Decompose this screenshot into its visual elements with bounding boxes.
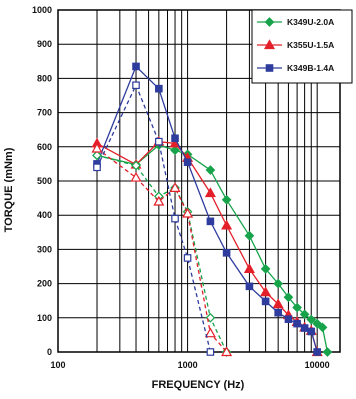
- x-tick-label: 100: [50, 360, 65, 370]
- data-point: [206, 217, 215, 226]
- data-point: [307, 327, 316, 336]
- data-point: [131, 160, 141, 171]
- data-point: [91, 142, 103, 153]
- data-point: [300, 324, 309, 332]
- data-point: [322, 347, 333, 357]
- series: [93, 81, 215, 356]
- legend-item: K355U-1.5A: [257, 39, 334, 50]
- data-point: [317, 322, 328, 333]
- x-tick-label: 10000: [305, 360, 330, 370]
- y-tick-label: 700: [37, 108, 52, 118]
- data-point: [206, 348, 215, 356]
- data-point: [274, 308, 282, 317]
- data-point: [92, 150, 102, 161]
- data-point: [183, 254, 192, 262]
- data-point: [312, 318, 323, 329]
- data-point: [204, 327, 216, 338]
- data-point: [306, 314, 317, 325]
- y-tick-label: 800: [37, 73, 52, 83]
- data-point: [170, 145, 180, 156]
- data-point: [222, 249, 231, 257]
- data-point: [272, 298, 284, 309]
- data-point: [182, 207, 194, 218]
- y-tick-label: 100: [37, 313, 52, 323]
- plot-frame: [57, 9, 341, 353]
- series: [91, 142, 233, 357]
- data-point: [299, 309, 310, 320]
- data-point: [93, 163, 101, 172]
- y-tick-labels: 0 100 200 300 400 500 600 700 800 900 1000: [32, 5, 52, 357]
- data-point: [183, 158, 192, 166]
- series-line: [96, 83, 212, 353]
- data-point: [243, 263, 255, 273]
- data-point: [264, 17, 275, 27]
- data-point: [245, 282, 254, 291]
- data-point: [155, 84, 163, 93]
- data-point: [265, 64, 274, 72]
- data-point: [261, 297, 270, 306]
- x-tick-labels: 100 1000 10000: [50, 360, 329, 370]
- data-point: [273, 278, 284, 289]
- data-point: [260, 264, 271, 274]
- data-point: [155, 137, 163, 146]
- data-point: [153, 195, 165, 206]
- data-point: [171, 214, 179, 223]
- x-tick-label: 1000: [178, 360, 198, 370]
- data-point: [263, 39, 276, 50]
- y-axis-title: TORQUE (mNm): [3, 147, 15, 232]
- data-point: [204, 187, 216, 198]
- data-point: [221, 194, 232, 205]
- y-tick-label: 200: [37, 279, 52, 289]
- data-point: [221, 219, 233, 230]
- y-tick-label: 400: [37, 210, 52, 220]
- data-point: [169, 182, 181, 192]
- legend-label: K349B-1.4A: [287, 63, 334, 73]
- y-tick-label: 0: [47, 347, 52, 357]
- y-tick-label: 600: [37, 142, 52, 152]
- legend-label: K355U-1.5A: [287, 40, 334, 50]
- data-point: [292, 302, 302, 313]
- data-point: [132, 81, 140, 90]
- series-lines: [91, 62, 333, 357]
- data-point: [283, 292, 294, 303]
- data-point: [313, 348, 321, 356]
- data-point: [293, 319, 301, 328]
- data-point: [284, 315, 293, 323]
- data-point: [130, 171, 142, 182]
- legend-item: K349U-2.0A: [257, 17, 334, 27]
- legend-item: K349B-1.4A: [257, 63, 334, 73]
- data-point: [260, 286, 272, 297]
- data-point: [132, 62, 140, 71]
- y-tick-label: 1000: [32, 5, 52, 15]
- legend: K349U-2.0A K355U-1.5A K349B-1.4A: [251, 9, 353, 84]
- y-tick-label: 900: [37, 39, 52, 49]
- data-point: [221, 346, 233, 357]
- x-axis-title: FREQUENCY (Hz): [152, 379, 245, 391]
- data-point: [244, 230, 255, 241]
- series: [93, 62, 321, 356]
- y-tick-label: 300: [37, 244, 52, 254]
- data-point: [171, 134, 179, 143]
- data-point: [205, 165, 216, 175]
- legend-label: K349U-2.0A: [287, 17, 334, 27]
- y-tick-label: 500: [37, 176, 52, 186]
